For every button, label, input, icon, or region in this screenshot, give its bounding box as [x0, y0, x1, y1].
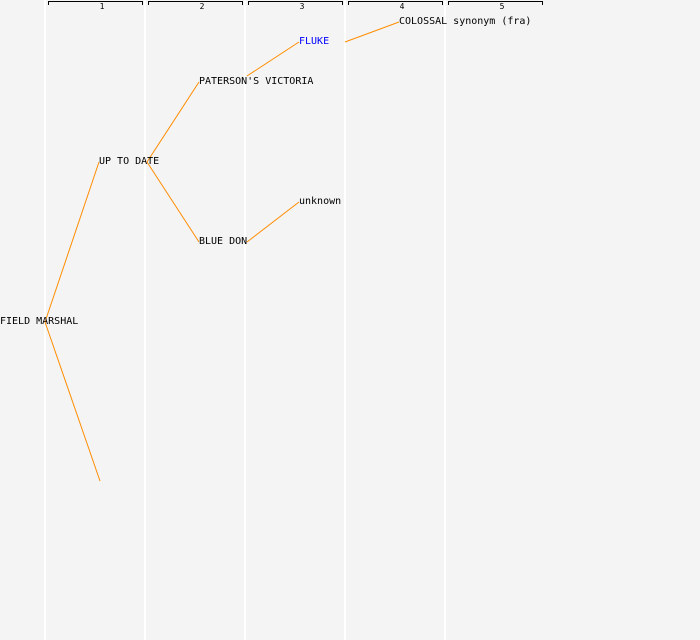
link	[146, 81, 200, 163]
generation-bracket	[448, 1, 543, 5]
link	[44, 321, 101, 482]
generation-label: 1	[99, 2, 105, 11]
generation-label: 4	[399, 2, 405, 11]
node-fluke[interactable]: FLUKE	[299, 36, 330, 47]
link	[146, 161, 200, 243]
column-separator	[144, 0, 146, 640]
node-field-marshal[interactable]: FIELD MARSHAL	[0, 316, 79, 327]
generation-bracket	[148, 1, 243, 5]
column-separator	[44, 0, 46, 640]
column-separator	[344, 0, 346, 640]
link	[246, 41, 300, 77]
generation-bracket	[248, 1, 343, 5]
node-up-to-date[interactable]: UP TO DATE	[99, 156, 160, 167]
link	[246, 201, 300, 243]
link	[344, 21, 400, 43]
column-separator	[444, 0, 446, 640]
generation-label: 5	[499, 2, 505, 11]
node-patersons-victoria[interactable]: PATERSON'S VICTORIA	[199, 76, 314, 87]
node-blue-don[interactable]: BLUE DON	[199, 236, 248, 247]
generation-label: 2	[199, 2, 205, 11]
column-separator	[244, 0, 246, 640]
generation-bracket	[348, 1, 443, 5]
node-colossal[interactable]: COLOSSAL synonym (fra)	[399, 16, 532, 27]
link	[44, 161, 100, 323]
node-unknown[interactable]: unknown	[299, 196, 342, 207]
generation-label: 3	[299, 2, 305, 11]
generation-bracket	[48, 1, 143, 5]
